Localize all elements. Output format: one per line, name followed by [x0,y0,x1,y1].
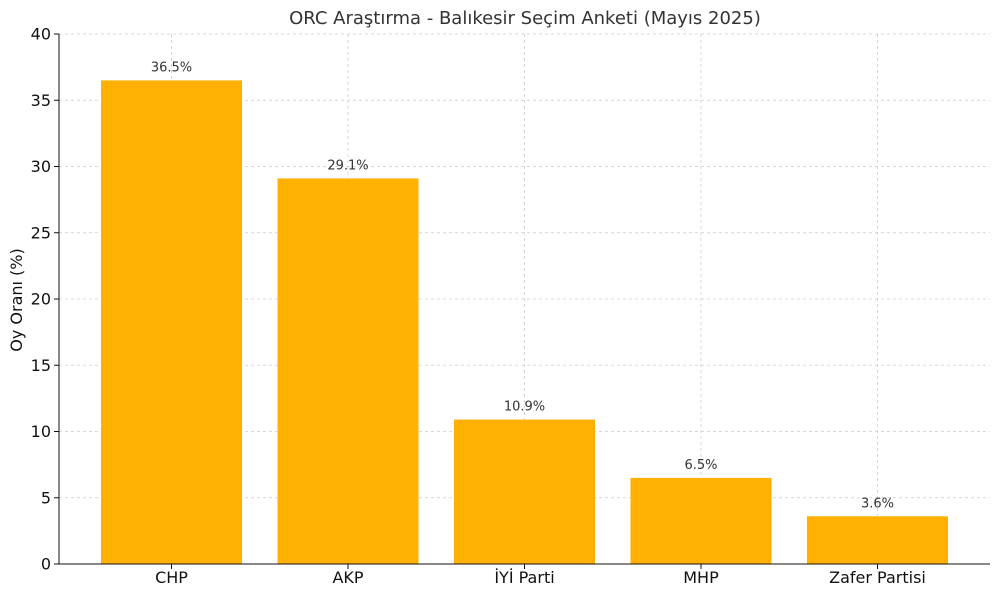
y-tick-label: 25 [31,223,51,242]
y-tick-label: 10 [31,422,51,441]
y-ticks: 0 5 10 15 20 25 30 35 40 [31,25,59,574]
x-tick-label: AKP [332,568,363,587]
bars [101,80,948,565]
data-labels: 36.5% 29.1% 10.9% 6.5% 3.6% [151,60,894,511]
x-tick-label: Zafer Partisi [829,568,926,587]
bar [101,80,242,564]
bar [277,178,419,565]
y-tick-label: 0 [41,555,51,574]
y-tick-label: 15 [31,356,51,375]
data-label: 10.9% [504,400,545,415]
bar [807,516,948,564]
data-label: 36.5% [151,60,192,75]
chart-title: ORC Araştırma - Balıkesir Seçim Anketi (… [289,8,761,29]
x-tick-label: İYİ Parti [494,568,554,587]
y-tick-label: 5 [41,488,51,507]
y-tick-label: 30 [31,157,51,176]
x-ticks: CHP AKP İYİ Parti MHP Zafer Partisi [155,564,926,587]
y-tick-label: 40 [31,25,51,44]
bar [454,419,595,564]
x-tick-label: MHP [683,568,719,587]
y-axis-label: Oy Oranı (%) [7,248,26,351]
data-label: 29.1% [327,158,368,173]
bar [630,477,772,564]
y-tick-label: 35 [31,91,51,110]
y-tick-label: 20 [31,290,51,309]
x-tick-label: CHP [155,568,188,587]
data-label: 6.5% [684,458,717,473]
data-label: 3.6% [861,496,894,511]
